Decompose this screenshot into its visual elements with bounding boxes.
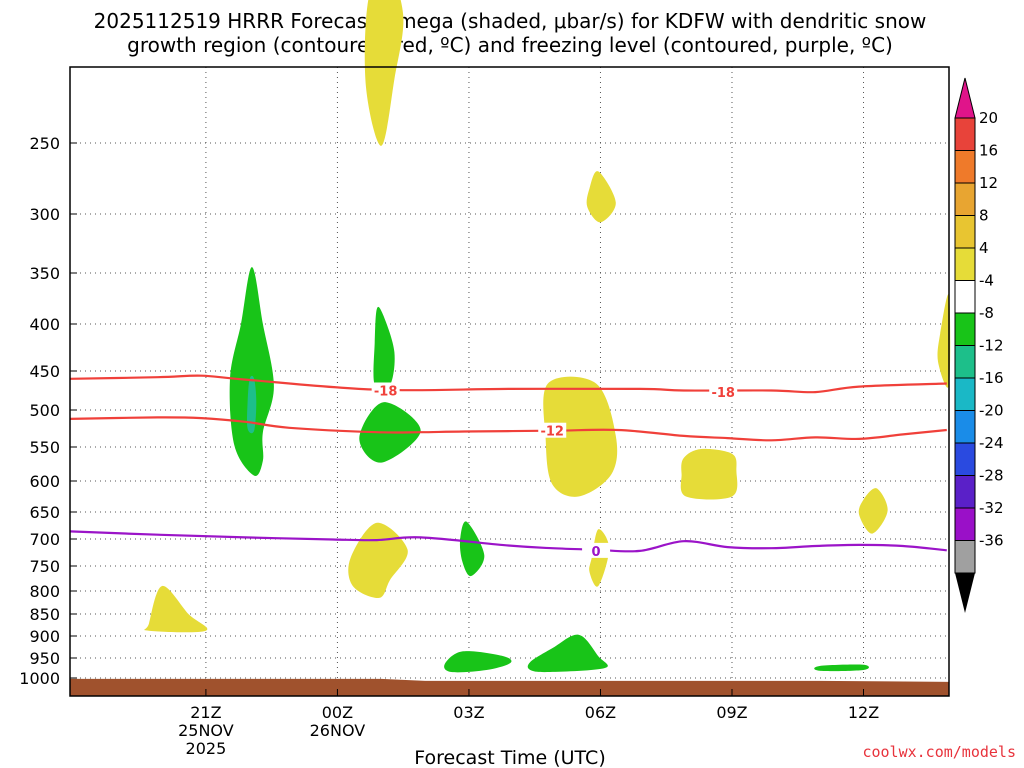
x-axis-title: Forecast Time (UTC): [414, 747, 605, 768]
x-tick-label-12Z: 12Z: [848, 703, 879, 722]
colorbar: 20 16 12 8 4 -4 -8 -12 -16 -20 -24 -28 -32 -36: [954, 77, 1004, 613]
colorbar-swatch-7: [954, 345, 976, 379]
colorbar-swatch-2: [954, 182, 976, 216]
colorbar-label-8: -16: [979, 369, 1004, 387]
colorbar-label-6: -8: [979, 304, 994, 322]
credit-text: coolwx.com/models: [862, 743, 1016, 761]
contour-label-2-0: 0: [592, 545, 601, 560]
x-tick-label-21Z: 21Z: [190, 703, 221, 722]
colorbar-swatch-8: [954, 377, 976, 411]
omega-region-8: [364, 0, 404, 146]
x-tick-date-00Z: 26NOV: [310, 721, 366, 740]
plot-frame: [69, 66, 950, 697]
omega-region-9: [586, 171, 616, 223]
omega-region-12: [858, 488, 888, 534]
y-tick-label-300: 300: [29, 205, 60, 224]
colorbar-swatch-6: [954, 312, 976, 346]
contour-label-0-0: -18: [374, 385, 398, 400]
y-tick-label-700: 700: [29, 530, 60, 549]
colorbar-label-4: 4: [979, 239, 989, 257]
y-tick-label-1000: 1000: [19, 669, 60, 688]
colorbar-label-2: 12: [979, 174, 998, 192]
x-tick-date-21Z: 25NOV: [178, 721, 234, 740]
omega-region-2: [373, 306, 395, 390]
x-tick-label-00Z: 00Z: [322, 703, 353, 722]
contour-line-0: [69, 374, 947, 394]
colorbar-label-12: -32: [979, 499, 1004, 517]
y-tick-label-400: 400: [29, 315, 60, 334]
y-tick-label-850: 850: [29, 605, 60, 624]
contour-label-bg-1-0: [538, 422, 567, 438]
omega-region-11: [680, 448, 738, 500]
colorbar-swatch-11: [954, 475, 976, 509]
omega-region-10: [543, 376, 618, 497]
colorbar-swatch-10: [954, 442, 976, 476]
colorbar-swatch-9: [954, 410, 976, 444]
y-tick-label-950: 950: [29, 649, 60, 668]
y-tick-label-500: 500: [29, 401, 60, 420]
omega-region-4: [459, 521, 485, 577]
y-tick-label-450: 450: [29, 362, 60, 381]
y-tick-label-550: 550: [29, 438, 60, 457]
omega-region-5: [444, 651, 512, 673]
terrain-layer: [70, 678, 949, 696]
gridlines: [70, 67, 949, 696]
colorbar-label-11: -28: [979, 467, 1004, 485]
colorbar-label-3: 8: [979, 207, 989, 225]
x-tick-label-09Z: 09Z: [716, 703, 747, 722]
colorbar-bottom-arrow: [955, 573, 975, 613]
y-tick-label-650: 650: [29, 503, 60, 522]
contour-label-bg-0-1: [709, 384, 738, 400]
y-tick-label-350: 350: [29, 264, 60, 283]
x-tick-year-21Z: 2025: [186, 739, 227, 758]
temperature-contours: -18 -18 -12 0: [69, 374, 947, 560]
y-tick-label-750: 750: [29, 557, 60, 576]
chart-title-line2: growth region (contoured, red, ºC) and f…: [127, 33, 893, 57]
omega-region-0: [229, 267, 274, 476]
x-tick-label-03Z: 03Z: [453, 703, 484, 722]
x-tick-label-06Z: 06Z: [585, 703, 616, 722]
y-tick-label-800: 800: [29, 582, 60, 601]
contour-label-bg-0-0: [371, 382, 400, 398]
omega-region-14: [348, 522, 408, 599]
colorbar-swatch-3: [954, 215, 976, 249]
y-tick-label-900: 900: [29, 627, 60, 646]
colorbar-swatch-5: [954, 280, 976, 314]
colorbar-swatch-4: [954, 247, 976, 281]
omega-region-1: [247, 375, 257, 434]
terrain-fill: [70, 678, 949, 696]
colorbar-swatch-13: [954, 540, 976, 574]
colorbar-swatch-1: [954, 150, 976, 184]
contour-label-0-1: -18: [711, 386, 735, 401]
colorbar-label-0: 20: [979, 109, 998, 127]
colorbar-label-7: -12: [979, 337, 1004, 355]
contour-label-bg-2-0: [582, 542, 611, 558]
y-tick-label-600: 600: [29, 472, 60, 491]
chart-title-line1: 2025112519 HRRR Forecast Omega (shaded, …: [94, 9, 927, 33]
contour-line-2: [69, 530, 947, 553]
y-axis: 250 300 350 400 450 500 550 600 650 700 750 800 850 9…: [19, 134, 77, 688]
colorbar-label-9: -20: [979, 402, 1004, 420]
colorbar-label-10: -24: [979, 434, 1004, 452]
contour-line-1: [69, 416, 947, 442]
y-tick-label-250: 250: [29, 134, 60, 153]
colorbar-label-5: -4: [979, 272, 994, 290]
colorbar-label-13: -36: [979, 532, 1004, 550]
omega-region-13: [937, 294, 951, 388]
colorbar-swatch-0: [954, 117, 976, 151]
omega-region-7: [814, 664, 869, 672]
colorbar-swatch-12: [954, 507, 976, 541]
omega-region-16: [144, 585, 208, 633]
colorbar-label-1: 16: [979, 142, 998, 160]
contour-label-1-0: -12: [540, 425, 564, 440]
omega-shading: [144, 0, 951, 673]
colorbar-top-arrow: [954, 77, 976, 119]
omega-region-6: [527, 634, 608, 673]
